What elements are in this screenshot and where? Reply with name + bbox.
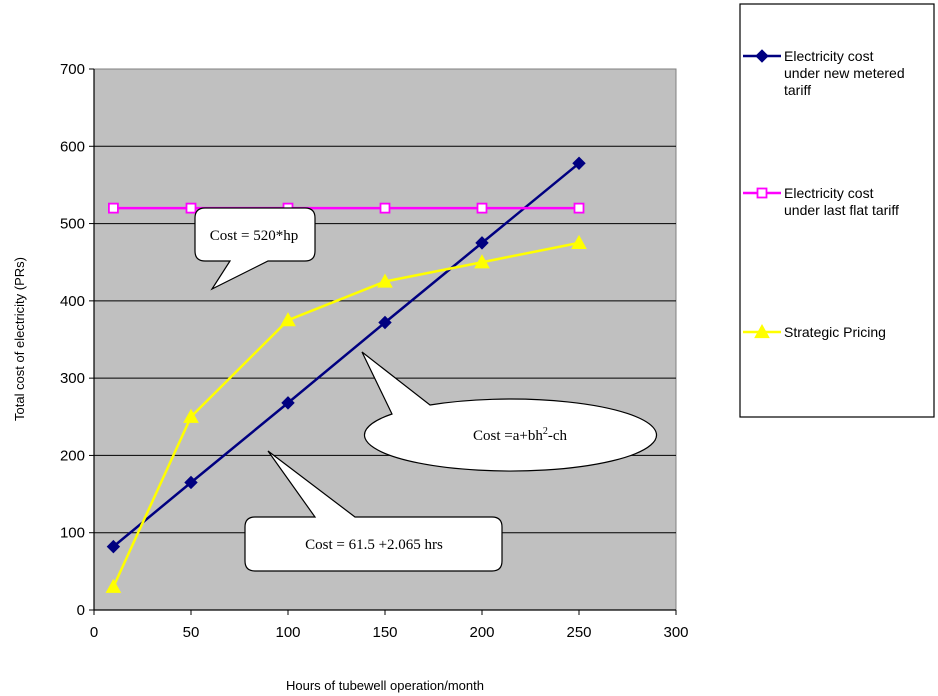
y-tick-label: 500	[60, 216, 85, 233]
x-tick-label: 0	[90, 624, 98, 641]
x-tick-label: 200	[469, 624, 494, 641]
series-layer	[105, 156, 587, 593]
callout-flat-tariff: Cost = 520*hp	[194, 207, 316, 291]
legend-swatch-marker	[756, 187, 768, 199]
legend-label: tariff	[784, 82, 811, 98]
x-tick-label: 50	[183, 624, 200, 641]
legend-swatch-marker	[754, 323, 770, 339]
x-tick-label: 100	[275, 624, 300, 641]
legend-label: Electricity cost	[784, 185, 874, 201]
x-tick-label: 300	[663, 624, 688, 641]
data-point	[183, 408, 199, 423]
legend-label: Electricity cost	[784, 48, 874, 64]
data-point	[572, 156, 586, 170]
data-point	[474, 254, 490, 269]
callout-strategic-shape	[361, 351, 658, 472]
callout-flat-tariff-text: Cost = 520*hp	[210, 228, 298, 244]
legend-swatch-marker	[755, 49, 769, 63]
legend-item-2: Strategic Pricing	[743, 323, 886, 340]
y-tick-label: 300	[60, 370, 85, 387]
data-point	[280, 312, 296, 327]
series-line	[112, 241, 580, 588]
callout-strategic-text: Cost =a+bh2-ch	[473, 426, 567, 444]
data-point	[379, 202, 391, 214]
y-tick-label: 0	[77, 602, 85, 619]
x-tick-labels: 0 50 100 150 200 250 300	[90, 624, 689, 641]
callout-metered: Cost = 61.5 +2.065 hrs	[244, 450, 503, 572]
x-tick-label: 150	[372, 624, 397, 641]
data-point	[106, 539, 121, 554]
axes	[89, 68, 677, 615]
y-tick-label: 200	[60, 447, 85, 464]
y-tick-label: 600	[60, 138, 85, 155]
data-point	[105, 578, 122, 593]
data-point	[476, 202, 488, 214]
data-point	[571, 234, 587, 249]
data-point	[281, 396, 295, 410]
callout-metered-text: Cost = 61.5 +2.065 hrs	[305, 537, 443, 553]
data-point	[377, 273, 393, 288]
data-point	[184, 475, 198, 490]
y-axis-title: Total cost of electricity (PRs)	[12, 257, 27, 421]
series-0	[106, 156, 586, 554]
series-2	[105, 234, 587, 593]
legend-box	[739, 3, 935, 418]
series-line	[112, 162, 580, 548]
legend-label: under new metered	[784, 65, 905, 81]
y-tick-label: 700	[60, 61, 85, 78]
legend-label: under last flat tariff	[784, 202, 899, 218]
x-axis-title: Hours of tubewell operation/month	[286, 678, 484, 693]
data-point	[108, 202, 119, 214]
data-point	[378, 315, 392, 330]
legend-label: Strategic Pricing	[784, 324, 886, 340]
y-tick-label: 100	[60, 525, 85, 542]
callout-metered-shape	[244, 450, 503, 572]
series-1	[108, 202, 585, 214]
data-point	[573, 202, 585, 214]
data-point	[475, 236, 489, 250]
callout-flat-tariff-shape	[194, 207, 316, 291]
callout-strategic: Cost =a+bh2-ch	[361, 351, 658, 472]
x-tick-label: 250	[566, 624, 591, 641]
y-tick-labels: 0 100 200 300 400 500 600 700	[60, 61, 85, 619]
y-tick-label: 400	[60, 293, 85, 310]
data-point	[185, 202, 197, 214]
